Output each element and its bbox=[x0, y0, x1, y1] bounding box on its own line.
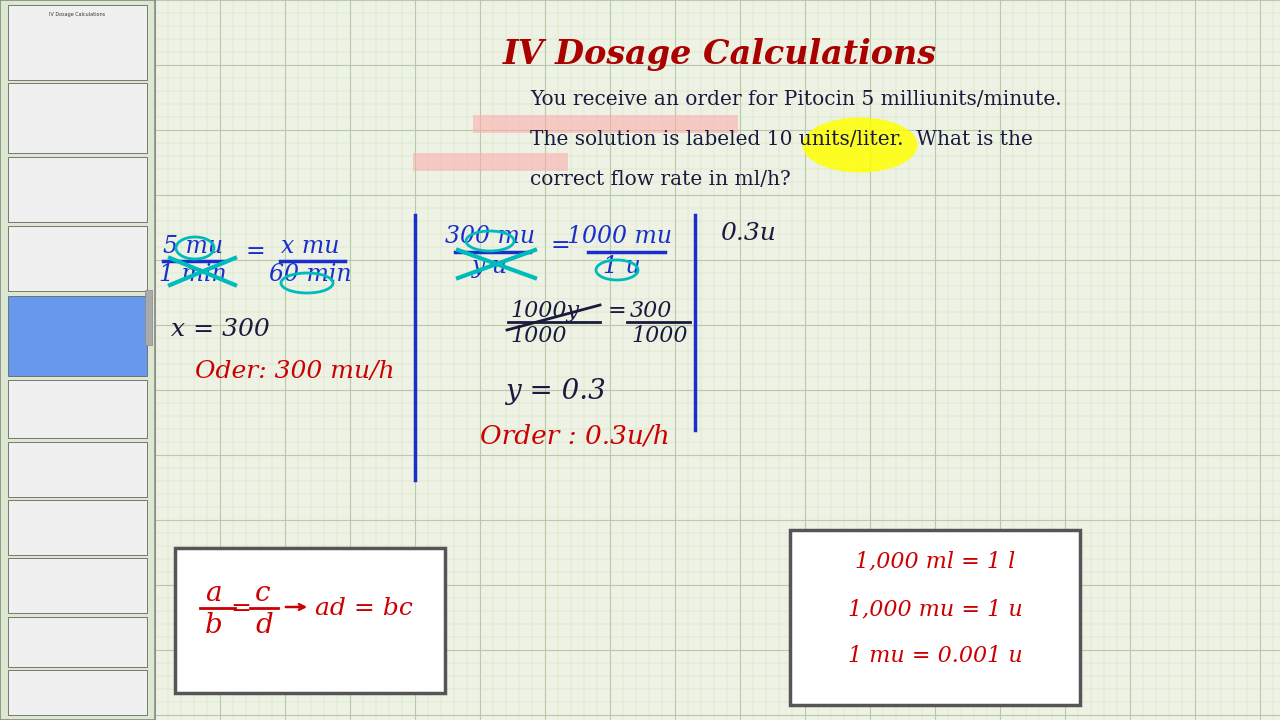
Text: =: = bbox=[230, 597, 251, 620]
Bar bbox=[8, 83, 147, 153]
Text: 0.3u: 0.3u bbox=[719, 222, 776, 245]
Text: correct flow rate in ml/h?: correct flow rate in ml/h? bbox=[530, 170, 791, 189]
Bar bbox=[413, 153, 568, 171]
Bar bbox=[175, 548, 445, 693]
Text: =: = bbox=[246, 240, 265, 264]
Text: 300: 300 bbox=[630, 300, 672, 322]
Text: x = 300: x = 300 bbox=[170, 318, 269, 341]
Bar bbox=[790, 530, 1080, 705]
Text: Order : 0.3u/h: Order : 0.3u/h bbox=[480, 423, 669, 448]
Text: y u: y u bbox=[472, 255, 508, 278]
Text: 60 min: 60 min bbox=[269, 263, 351, 286]
Text: =: = bbox=[608, 300, 627, 322]
Bar bbox=[8, 670, 147, 715]
Bar bbox=[8, 157, 147, 222]
Bar bbox=[8, 380, 147, 438]
Text: 1 mu = 0.001 u: 1 mu = 0.001 u bbox=[847, 645, 1023, 667]
Bar bbox=[0, 0, 155, 720]
Text: 1,000 mu = 1 u: 1,000 mu = 1 u bbox=[847, 598, 1023, 620]
Text: 1000y: 1000y bbox=[509, 300, 579, 322]
Text: a: a bbox=[205, 580, 221, 607]
Text: The solution is labeled 10 units/liter.  What is the: The solution is labeled 10 units/liter. … bbox=[530, 130, 1033, 149]
Bar bbox=[8, 5, 147, 80]
Text: 300 mu: 300 mu bbox=[445, 225, 535, 248]
Text: b: b bbox=[205, 612, 223, 639]
Bar bbox=[145, 290, 152, 345]
Text: 5 mu: 5 mu bbox=[163, 235, 223, 258]
Ellipse shape bbox=[803, 117, 918, 173]
Text: y = 0.3: y = 0.3 bbox=[504, 378, 605, 405]
Bar bbox=[8, 226, 147, 291]
Text: 1000 mu: 1000 mu bbox=[567, 225, 672, 248]
Bar bbox=[8, 558, 147, 613]
Text: 1 u: 1 u bbox=[603, 255, 641, 278]
Bar bbox=[8, 296, 147, 376]
Bar bbox=[8, 442, 147, 497]
Text: d: d bbox=[255, 612, 273, 639]
Text: x mu: x mu bbox=[280, 235, 339, 258]
Text: 1,000 ml = 1 l: 1,000 ml = 1 l bbox=[855, 550, 1015, 572]
Text: You receive an order for Pitocin 5 milliunits/minute.: You receive an order for Pitocin 5 milli… bbox=[530, 90, 1061, 109]
Text: IV Dosage Calculations: IV Dosage Calculations bbox=[503, 38, 937, 71]
Bar bbox=[474, 115, 739, 133]
Text: 1000: 1000 bbox=[631, 325, 687, 347]
Text: 1000: 1000 bbox=[509, 325, 567, 347]
Text: ad = bc: ad = bc bbox=[315, 597, 413, 620]
Text: 1 min: 1 min bbox=[159, 263, 227, 286]
Text: =: = bbox=[550, 233, 570, 256]
Text: Oder: 300 mu/h: Oder: 300 mu/h bbox=[195, 360, 394, 383]
Bar bbox=[8, 500, 147, 555]
Text: c: c bbox=[255, 580, 270, 607]
Bar bbox=[8, 617, 147, 667]
Text: IV Dosage Calculations: IV Dosage Calculations bbox=[49, 12, 105, 17]
